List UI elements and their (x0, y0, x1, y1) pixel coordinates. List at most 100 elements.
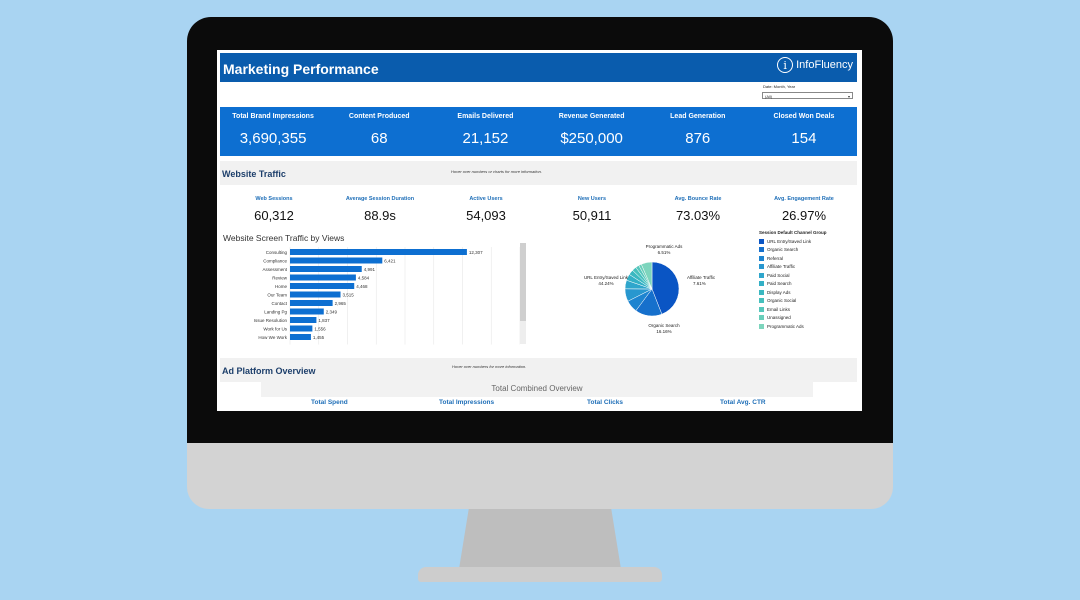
bar-value-label: 4,584 (358, 276, 370, 281)
bar-category-label: Work for Us (263, 327, 287, 332)
total-avg-ctr-header[interactable]: Total Avg. CTR (720, 399, 766, 406)
legend-item[interactable]: Programmatic Ads (759, 322, 827, 331)
legend-item[interactable]: Display Ads (759, 288, 827, 297)
legend-swatch (759, 289, 764, 295)
bar-value-label: 4,468 (356, 284, 368, 289)
metric-new-users[interactable]: New Users 50,911 (537, 196, 647, 223)
chart-title: Website Screen Traffic by Views (223, 233, 345, 243)
legend-item[interactable]: Referral (759, 254, 827, 263)
total-clicks-header[interactable]: Total Clicks (587, 399, 624, 406)
bar-value-label: 4,991 (364, 267, 376, 272)
kpi-value: 68 (370, 130, 388, 147)
metric-value: 60,312 (254, 208, 294, 223)
legend-item[interactable]: Email Links (759, 305, 827, 314)
total-spend-header[interactable]: Total Spend (311, 399, 348, 406)
legend-item[interactable]: Unassigned (759, 314, 827, 323)
metric-bounce-rate[interactable]: Avg. Bounce Rate 73.03% (643, 196, 753, 223)
pie-annotation-value: 7.61% (693, 281, 706, 286)
pie-annotation-value: 16.16% (656, 329, 671, 334)
kpi-band: Total Brand Impressions 3,690,355 Content… (220, 107, 857, 156)
pie-slice[interactable] (640, 261, 653, 290)
metric-label: Avg. Engagement Rate (774, 196, 834, 202)
bar[interactable] (290, 266, 362, 272)
chart-scrollbar[interactable] (520, 243, 526, 344)
kpi-tile[interactable]: Revenue Generated $250,000 (539, 107, 645, 156)
metric-label: Avg. Bounce Rate (674, 196, 722, 202)
bar[interactable] (290, 257, 383, 264)
monitor-stand-neck (459, 509, 621, 569)
kpi-tile[interactable]: Content Produced 68 (326, 107, 432, 156)
legend-item[interactable]: Paid Search (759, 280, 827, 289)
bar[interactable] (290, 274, 356, 281)
bar[interactable] (290, 283, 355, 289)
legend-swatch (759, 281, 764, 287)
pie-annotation-name: URL Entry/Saved Link (584, 275, 629, 280)
legend-swatch (759, 323, 764, 329)
bar[interactable] (290, 308, 324, 315)
kpi-tile[interactable]: Total Brand Impressions 3,690,355 (220, 107, 326, 156)
legend-item[interactable]: URL Entry/Saved Link (759, 237, 827, 246)
legend-label: Paid Social (767, 272, 790, 278)
metric-value: 26.97% (781, 208, 827, 223)
bar-category-label: Home (275, 284, 288, 289)
legend-label: Organic Social (767, 298, 797, 304)
legend-item[interactable]: Organic Social (759, 297, 827, 306)
kpi-value: $250,000 (560, 130, 623, 147)
metric-web-sessions[interactable]: Web Sessions 60,312 (219, 196, 329, 223)
kpi-value: 21,152 (462, 130, 509, 147)
channel-legend: Session Default Channel Group URL Entry/… (759, 230, 827, 331)
date-filter-value: (All) (765, 94, 773, 99)
bar-category-label: Assessment (262, 267, 287, 272)
section-hint: Hover over numbers or charts for more in… (451, 169, 542, 174)
legend-label: Display Ads (767, 289, 791, 295)
metric-active-users[interactable]: Active Users 54,093 (431, 196, 541, 223)
combined-overview-header: Total Combined Overview (261, 380, 813, 397)
metric-label: Active Users (469, 196, 503, 202)
bar-category-label: Landing Pg (264, 310, 287, 315)
bar[interactable] (290, 300, 333, 306)
bar[interactable] (290, 325, 313, 332)
dropdown-caret-icon: ▾ (847, 94, 850, 99)
date-filter-select[interactable]: (All) ▾ (762, 92, 853, 99)
kpi-tile[interactable]: Closed Won Deals 154 (751, 107, 857, 156)
metric-session-duration[interactable]: Average Session Duration 88.9s (325, 196, 435, 223)
brand-logo-text: InfoFluency (796, 59, 853, 71)
legend-swatch (759, 315, 764, 321)
dashboard-header: Marketing Performance i InfoFluency (220, 53, 857, 82)
legend-swatch (759, 238, 764, 244)
legend-label: URL Entry/Saved Link (767, 238, 812, 244)
legend-title: Session Default Channel Group (759, 230, 827, 235)
legend-item[interactable]: Organic Search (759, 246, 827, 255)
section-title: Ad Platform Overview (222, 366, 316, 376)
bar[interactable] (290, 317, 317, 323)
legend-label: Affiliate Traffic (767, 264, 796, 270)
pie-slice[interactable] (651, 261, 680, 315)
bar-value-label: 3,515 (343, 293, 355, 298)
scrollbar-thumb[interactable] (520, 243, 526, 321)
pie-annotation-value: 6.51% (658, 250, 671, 255)
bar-category-label: Review (272, 276, 288, 281)
brand-logo: i InfoFluency (777, 57, 853, 73)
legend-item[interactable]: Paid Social (759, 271, 827, 280)
kpi-label: Lead Generation (670, 113, 726, 120)
bar-category-label: How We Work (258, 335, 287, 340)
metric-engagement-rate[interactable]: Avg. Engagement Rate 26.97% (749, 196, 859, 223)
pie-annotation-name: Affiliate Traffic (687, 275, 716, 280)
pie-annotation-value: 44.24% (598, 281, 613, 286)
kpi-label: Closed Won Deals (773, 113, 835, 120)
bar[interactable] (290, 291, 341, 298)
bar[interactable] (290, 334, 311, 340)
kpi-tile[interactable]: Emails Delivered 21,152 (432, 107, 538, 156)
kpi-tile[interactable]: Lead Generation 876 (645, 107, 751, 156)
bar-value-label: 1,556 (314, 327, 326, 332)
legend-item[interactable]: Affiliate Traffic (759, 263, 827, 272)
legend-label: Organic Search (767, 247, 799, 253)
legend-label: Programmatic Ads (767, 323, 804, 329)
total-impressions-header[interactable]: Total Impressions (439, 399, 495, 406)
legend-label: Referral (767, 255, 784, 261)
bar-value-label: 2,965 (335, 301, 347, 306)
bar[interactable] (290, 249, 467, 255)
kpi-label: Total Brand Impressions (232, 113, 314, 120)
metric-value: 73.03% (675, 208, 721, 223)
